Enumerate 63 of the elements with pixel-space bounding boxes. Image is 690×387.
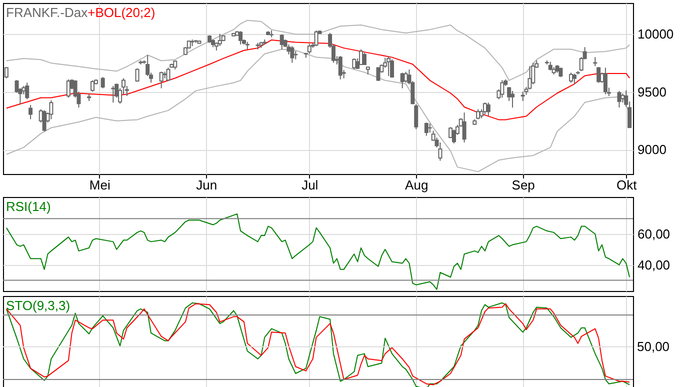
x-tick-label: Sep (512, 178, 535, 192)
candlestick (617, 90, 622, 108)
candlestick (42, 110, 46, 132)
candlestick (100, 76, 105, 89)
candlestick (290, 46, 294, 64)
x-tick-label: Okt (616, 178, 638, 192)
candlestick (307, 43, 312, 54)
candlestick (452, 129, 456, 144)
candlestick (572, 73, 576, 85)
candlestick (166, 67, 170, 82)
candlestick (135, 68, 140, 82)
candlestick (25, 82, 30, 100)
chart-title: STO(9,3,3) (6, 298, 70, 313)
y-tick-label: 9000 (638, 142, 666, 158)
x-tick-label: Jul (302, 178, 318, 192)
line-series (6, 20, 630, 81)
y-tick-label: 10000 (638, 26, 674, 42)
line-series (6, 39, 630, 120)
candlestick (500, 80, 504, 98)
candlestick (438, 142, 442, 162)
candlestick (338, 56, 342, 80)
chart-title: FRANKF.-Dax (6, 5, 88, 20)
candlestick (49, 100, 54, 120)
candlestick (28, 104, 33, 120)
candlestick (482, 102, 487, 115)
text: +BOL(20;2) (88, 5, 156, 20)
candlestick (159, 71, 164, 89)
text: 50,00 (637, 339, 670, 354)
candlestick (390, 58, 394, 78)
candlestick (4, 66, 8, 79)
candlestick (352, 58, 356, 70)
candlestick (424, 122, 428, 136)
chart-title: RSI(14) (6, 199, 51, 214)
candlestick (558, 67, 563, 78)
line-series (6, 213, 630, 290)
candlestick (520, 91, 525, 102)
x-tick-label: Aug (405, 178, 428, 192)
y-tick-label: 60,00 (638, 226, 670, 242)
x-tick-label: Mei (89, 178, 110, 192)
candlestick (569, 72, 574, 84)
candlestick (486, 102, 490, 116)
candlestick (386, 56, 391, 77)
candlestick (314, 30, 318, 47)
candlestick (603, 67, 608, 95)
y-tick-label: 40,00 (638, 257, 670, 272)
candlestick (238, 30, 243, 45)
candlestick (362, 52, 366, 66)
candlestick (376, 66, 380, 82)
x-tick-label: Jun (196, 178, 218, 192)
candlestick (359, 48, 364, 66)
candlestick (218, 33, 222, 47)
candlestick (624, 90, 628, 108)
candlestick (400, 72, 404, 89)
candlestick (66, 78, 70, 98)
candlestick (596, 66, 601, 84)
candlestick (510, 90, 515, 108)
candlestick (462, 112, 466, 143)
candlestick (90, 80, 95, 92)
candlestick (593, 56, 598, 67)
candlestick (476, 108, 480, 120)
candlestick (280, 34, 284, 50)
candlestick (428, 123, 432, 134)
y-tick-label: 9500 (638, 84, 666, 100)
